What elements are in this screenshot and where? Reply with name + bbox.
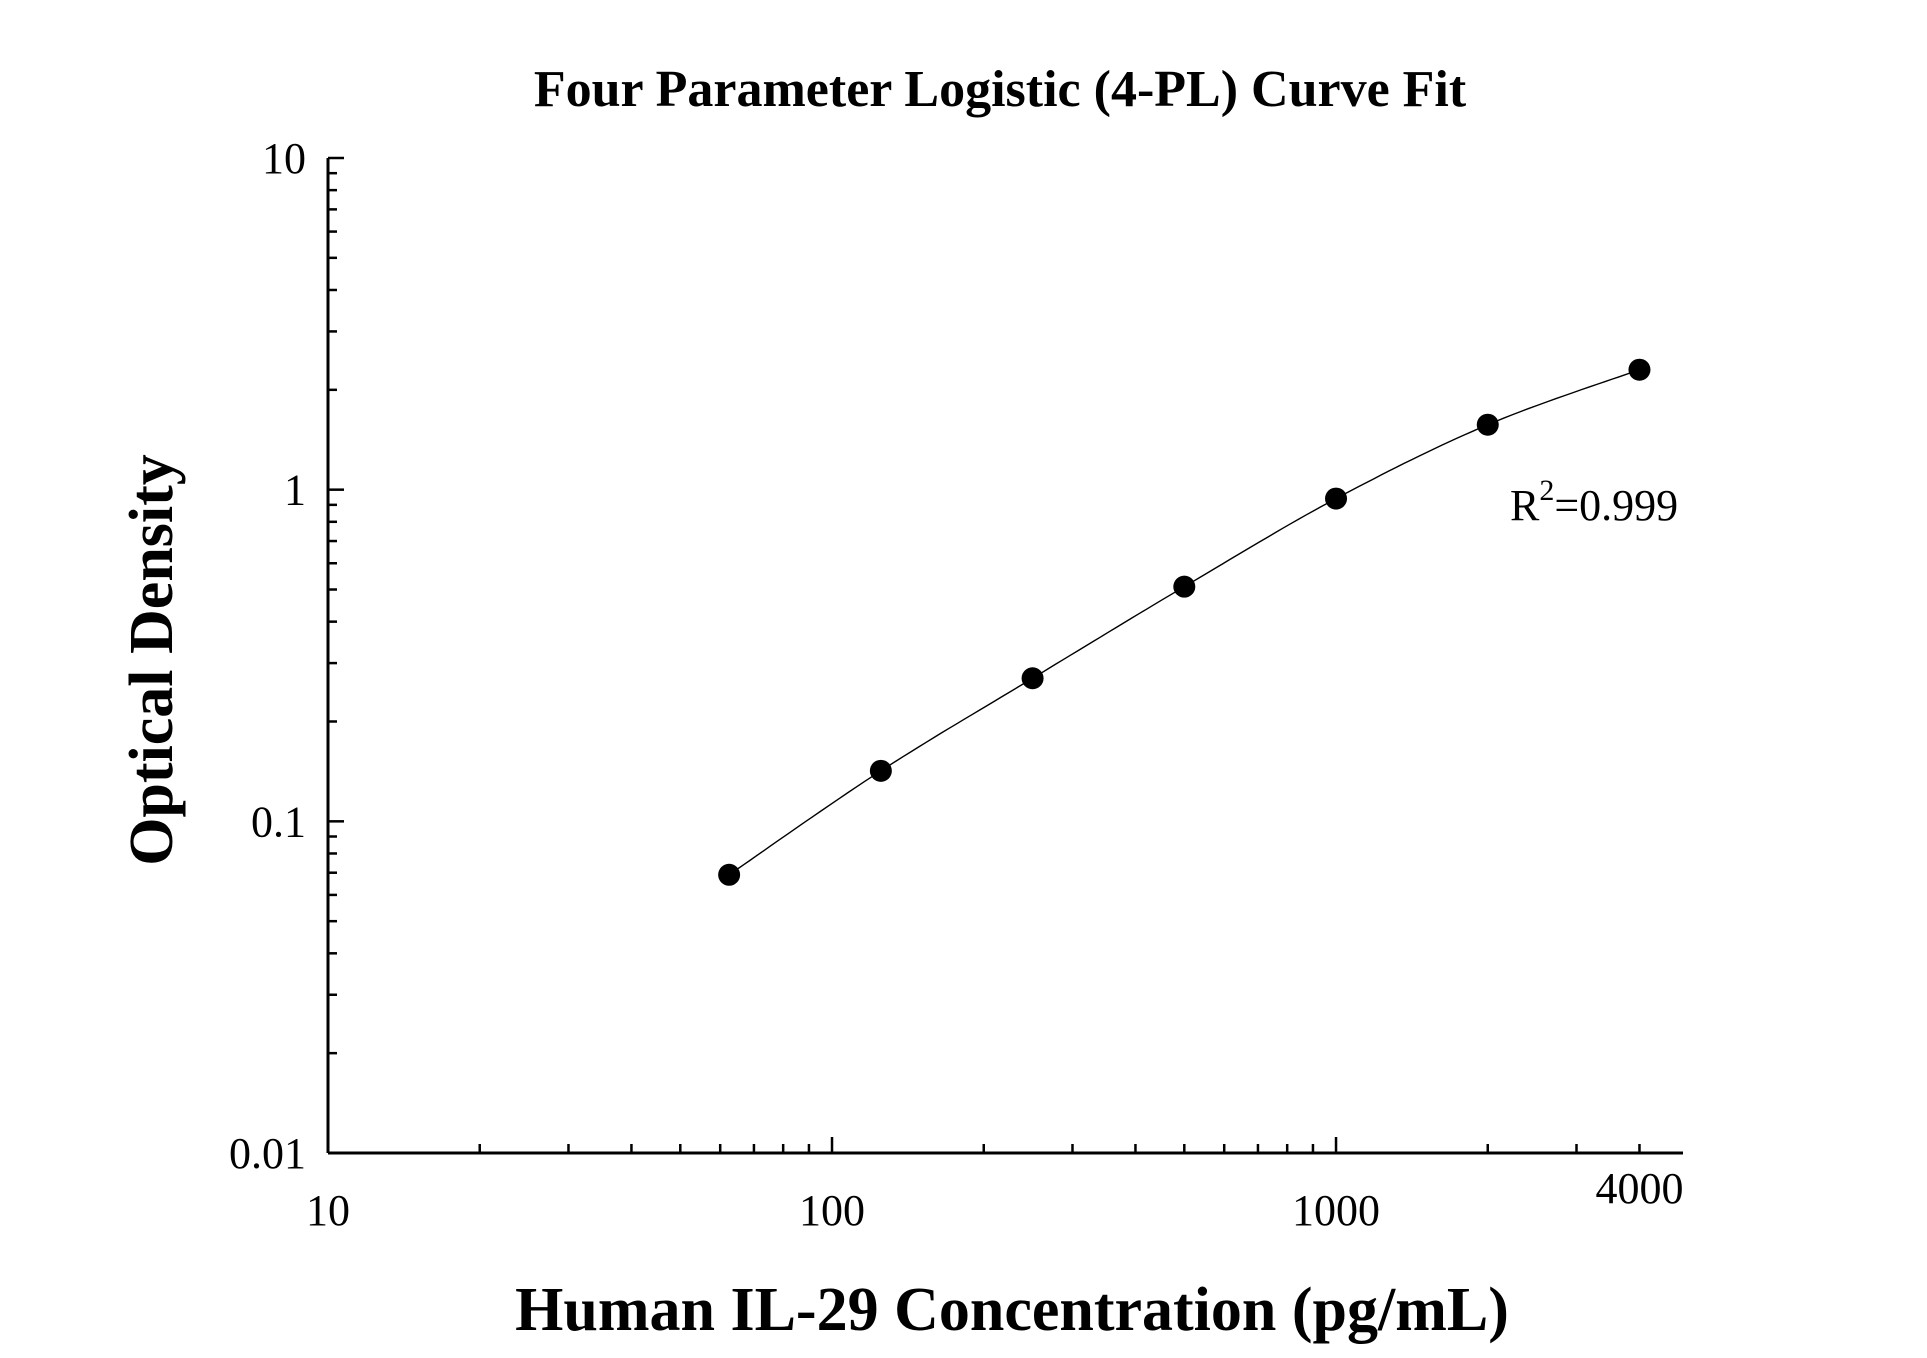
data-point xyxy=(869,759,892,782)
data-point xyxy=(1628,358,1651,381)
data-point xyxy=(1325,487,1348,510)
y-tick-label: 10 xyxy=(262,134,306,183)
y-tick-label: 0.1 xyxy=(251,797,306,846)
x-tick-label: 1000 xyxy=(1292,1186,1380,1235)
data-point xyxy=(1021,667,1044,690)
x-tick-label: 4000 xyxy=(1595,1164,1683,1213)
x-ticks: 10 100 1000 4000 xyxy=(306,1137,1683,1235)
axes xyxy=(326,158,1683,1155)
x-tick-label: 10 xyxy=(306,1186,350,1235)
data-point xyxy=(1173,575,1196,598)
r-squared-base: R xyxy=(1510,481,1540,530)
r-squared-value: =0.999 xyxy=(1554,481,1678,530)
x-tick-label: 100 xyxy=(799,1186,865,1235)
r-squared-superscript: 2 xyxy=(1539,474,1554,507)
data-point xyxy=(718,863,741,886)
x-axis-label: Human IL-29 Concentration (pg/mL) xyxy=(515,1276,1509,1344)
y-tick-label: 1 xyxy=(284,466,306,515)
y-ticks: 0.01 0.1 1 10 xyxy=(229,134,344,1178)
r-squared-annotation: R2=0.999 xyxy=(1510,474,1678,530)
chart-title: Four Parameter Logistic (4-PL) Curve Fit xyxy=(534,61,1467,118)
y-tick-label: 0.01 xyxy=(229,1129,306,1178)
y-axis-label: Optical Density xyxy=(118,454,186,866)
data-points xyxy=(718,358,1651,886)
data-point xyxy=(1476,413,1499,436)
fit-curve xyxy=(728,369,1640,876)
